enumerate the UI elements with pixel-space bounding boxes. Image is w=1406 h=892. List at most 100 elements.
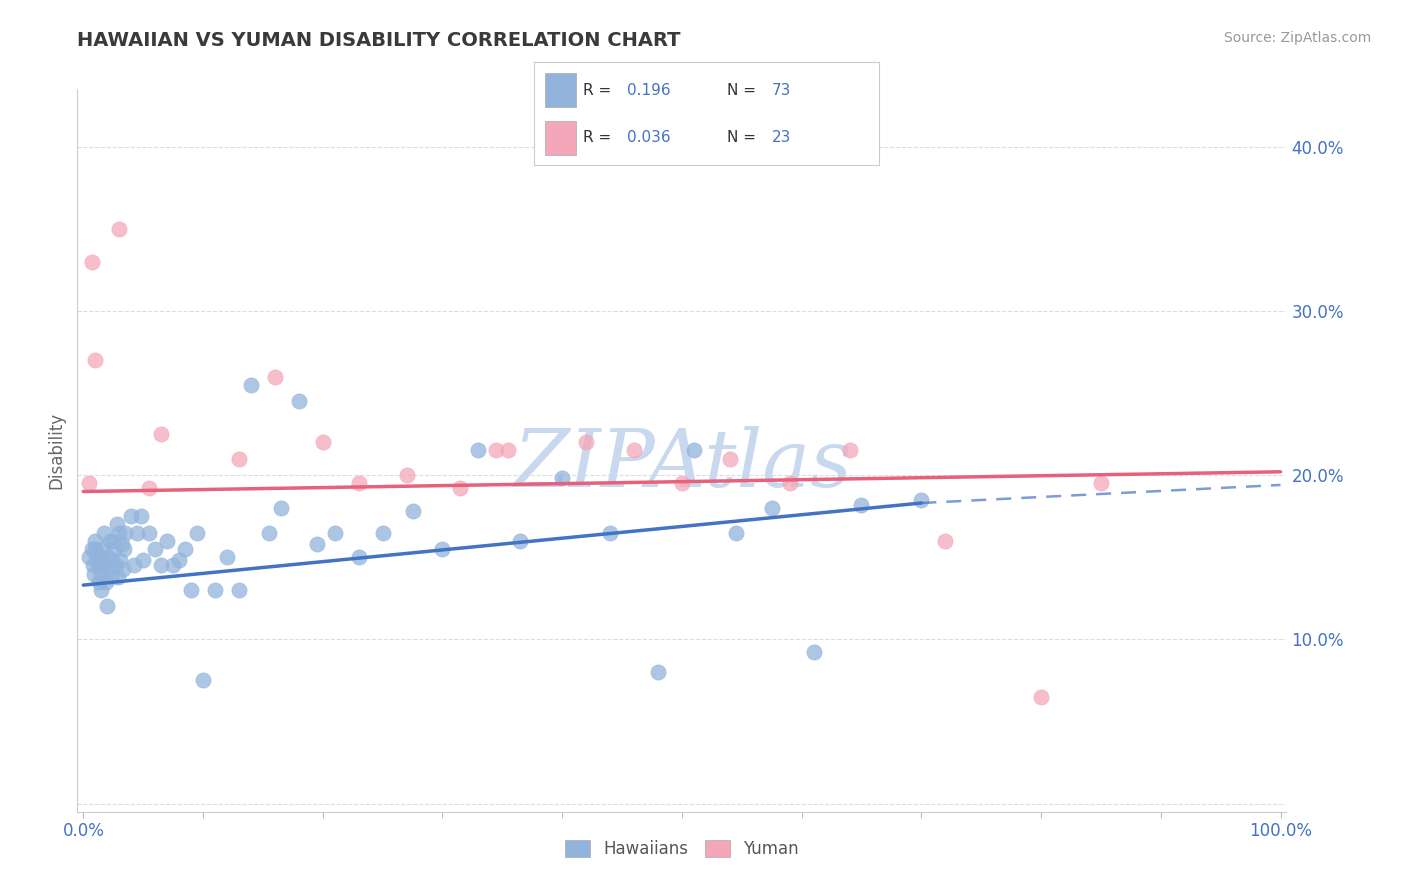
Point: [803, 645, 825, 659]
Point: [150, 558, 173, 573]
Point: [90, 582, 112, 597]
Text: HAWAIIAN VS YUMAN DISABILITY CORRELATION CHART: HAWAIIAN VS YUMAN DISABILITY CORRELATION…: [77, 31, 681, 50]
Point: [104, 558, 127, 573]
Point: [851, 498, 873, 512]
Point: [498, 443, 520, 458]
FancyBboxPatch shape: [544, 73, 575, 106]
Text: R =: R =: [582, 83, 616, 97]
Text: N =: N =: [727, 130, 761, 145]
Text: ZIPAtlas: ZIPAtlas: [513, 426, 851, 504]
Point: [432, 541, 454, 556]
Point: [347, 476, 370, 491]
Point: [347, 550, 370, 565]
Point: [623, 443, 645, 458]
Point: [98, 533, 121, 548]
Point: [1029, 690, 1052, 704]
Point: [84, 533, 107, 548]
Point: [683, 443, 706, 458]
Point: [112, 541, 135, 556]
Point: [108, 525, 131, 540]
Point: [156, 533, 179, 548]
Point: [257, 525, 280, 540]
Text: 0.196: 0.196: [627, 83, 671, 97]
Point: [270, 500, 292, 515]
Point: [87, 574, 110, 589]
Point: [599, 525, 621, 540]
Point: [312, 435, 335, 450]
Point: [724, 525, 747, 540]
Point: [575, 435, 598, 450]
Point: [191, 673, 214, 688]
Point: [671, 476, 693, 491]
Point: [108, 221, 131, 235]
Point: [94, 558, 117, 573]
Point: [910, 492, 932, 507]
Y-axis label: Disability: Disability: [48, 412, 66, 489]
Point: [551, 471, 574, 485]
Point: [132, 553, 155, 567]
Point: [485, 443, 508, 458]
Point: [103, 533, 125, 548]
Point: [93, 525, 115, 540]
Point: [647, 665, 669, 680]
Point: [204, 582, 226, 597]
Point: [105, 517, 128, 532]
Point: [838, 443, 860, 458]
Point: [449, 481, 471, 495]
Text: 73: 73: [772, 83, 792, 97]
Point: [395, 468, 418, 483]
Point: [162, 558, 184, 573]
Point: [288, 394, 311, 409]
Point: [110, 553, 132, 567]
Point: [239, 377, 262, 392]
Point: [89, 550, 111, 565]
Point: [138, 525, 160, 540]
Text: R =: R =: [582, 130, 616, 145]
Point: [305, 537, 328, 551]
Point: [215, 550, 238, 565]
Point: [86, 553, 108, 567]
Point: [323, 525, 346, 540]
FancyBboxPatch shape: [544, 121, 575, 155]
Point: [114, 525, 136, 540]
Text: 23: 23: [772, 130, 792, 145]
Text: N =: N =: [727, 83, 761, 97]
Point: [83, 566, 105, 581]
Point: [79, 476, 101, 491]
Point: [84, 541, 107, 556]
Point: [129, 509, 152, 524]
Point: [263, 369, 285, 384]
Point: [180, 582, 202, 597]
Text: 0.036: 0.036: [627, 130, 671, 145]
Text: Source: ZipAtlas.com: Source: ZipAtlas.com: [1223, 31, 1371, 45]
Legend: Hawaiians, Yuman: Hawaiians, Yuman: [558, 833, 806, 865]
Point: [111, 537, 134, 551]
Point: [174, 541, 197, 556]
Point: [122, 558, 145, 573]
Point: [718, 451, 741, 466]
Point: [127, 525, 149, 540]
Point: [97, 550, 120, 565]
Point: [87, 558, 110, 573]
Point: [94, 574, 117, 589]
Point: [90, 566, 112, 581]
Point: [143, 541, 166, 556]
Point: [467, 443, 489, 458]
Point: [228, 582, 250, 597]
Point: [80, 541, 103, 556]
Point: [186, 525, 208, 540]
Point: [111, 562, 134, 576]
Point: [101, 553, 124, 567]
Point: [120, 509, 142, 524]
Point: [80, 254, 103, 268]
Point: [1090, 476, 1112, 491]
Point: [150, 427, 173, 442]
Point: [761, 500, 783, 515]
Point: [934, 533, 956, 548]
Point: [97, 563, 120, 577]
Point: [401, 504, 423, 518]
Point: [79, 550, 101, 565]
Point: [100, 570, 122, 584]
Point: [509, 533, 531, 548]
Point: [84, 353, 107, 368]
